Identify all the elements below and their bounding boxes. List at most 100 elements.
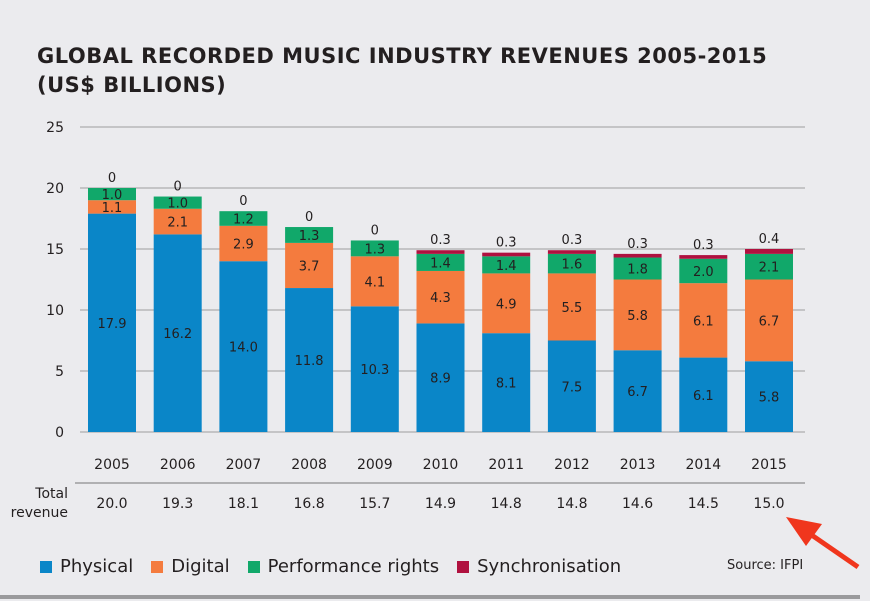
data-label: 6.7 [627, 385, 648, 400]
data-label: 16.2 [163, 327, 192, 342]
total-value: 14.8 [556, 496, 587, 512]
total-value: 16.8 [294, 496, 325, 512]
data-label: 0.3 [627, 237, 648, 252]
legend: Physical Digital Performance rights Sync… [40, 556, 621, 577]
total-label-line: Total [34, 486, 68, 502]
data-label: 1.8 [627, 263, 648, 278]
data-label: 5.5 [562, 301, 583, 316]
data-label: 17.9 [98, 317, 127, 332]
y-tick-label: 15 [46, 242, 64, 258]
bar-segment-physical [416, 323, 465, 432]
x-tick-label: 2005 [94, 457, 130, 473]
x-tick-label: 2013 [620, 457, 656, 473]
bar-segment-synchronisation [482, 252, 531, 257]
bar-segment-digital [153, 208, 202, 235]
x-tick-label: 2007 [226, 457, 262, 473]
legend-swatch [457, 560, 470, 573]
data-label: 8.9 [430, 372, 451, 387]
data-label: 1.6 [562, 258, 583, 273]
bar-segment-digital [350, 256, 399, 307]
data-label: 1.1 [102, 201, 123, 216]
data-label: 2.9 [233, 238, 254, 253]
y-tick-label: 0 [55, 425, 64, 441]
bar-segment-digital [745, 279, 793, 362]
bar-segment-performance-rights [745, 253, 793, 280]
bar-segment-performance-rights [285, 227, 334, 243]
x-tick-label: 2009 [357, 457, 393, 473]
legend-swatch [151, 560, 164, 573]
data-label: 2.1 [759, 261, 780, 276]
title-line-2: (US$ BILLIONS) [37, 73, 227, 97]
x-tick-label: 2011 [488, 457, 524, 473]
data-label: 7.5 [562, 380, 583, 395]
bar-segment-performance-rights [547, 253, 596, 274]
total-value: 18.1 [228, 496, 259, 512]
total-value: 19.3 [162, 496, 193, 512]
legend-label: Performance rights [267, 556, 440, 577]
data-label: 0 [305, 210, 313, 225]
bar-segment-digital [88, 200, 136, 214]
bar-segment-physical [613, 350, 662, 432]
bar-segment-physical [482, 333, 531, 432]
total-value: 14.8 [491, 496, 522, 512]
data-label: 4.9 [496, 297, 517, 312]
data-label: 4.3 [430, 291, 451, 306]
data-label: 1.3 [364, 242, 385, 257]
bar-segment-digital [679, 283, 728, 358]
legend-item-physical: Physical [40, 556, 133, 577]
data-label: 1.4 [496, 259, 517, 274]
total-value: 20.0 [96, 496, 127, 512]
bar-segment-performance-rights [613, 257, 662, 280]
data-label: 6.7 [759, 314, 780, 329]
bar-segment-performance-rights [482, 256, 531, 274]
legend-label: Physical [60, 556, 134, 577]
x-tick-label: 2012 [554, 457, 590, 473]
data-label: 2.0 [693, 265, 714, 280]
bar-segment-physical [88, 213, 136, 432]
bar-segment-synchronisation [679, 255, 728, 259]
data-label: 0 [174, 180, 182, 195]
bar-segment-performance-rights [416, 253, 465, 271]
y-tick-label: 10 [46, 303, 64, 319]
total-value: 15.7 [359, 496, 390, 512]
bar-segment-digital [482, 273, 531, 334]
legend-item-digital: Digital [151, 556, 230, 577]
x-tick-label: 2014 [685, 457, 721, 473]
legend-swatch [40, 560, 52, 573]
data-label: 0 [371, 223, 379, 238]
bar-segment-performance-rights [153, 196, 202, 209]
bar-segment-digital [219, 225, 268, 262]
bar-segment-physical [679, 357, 728, 432]
data-label: 14.0 [229, 341, 258, 356]
bar-segment-physical [219, 261, 268, 432]
total-value: 14.5 [688, 496, 719, 512]
x-tick-label: 2008 [291, 457, 327, 473]
total-value: 14.9 [425, 496, 456, 512]
legend-swatch [247, 560, 260, 573]
y-tick-label: 20 [46, 181, 64, 197]
legend-label: Digital [171, 556, 230, 577]
data-label: 10.3 [360, 363, 389, 378]
bar-segment-physical [547, 340, 596, 432]
x-tick-label: 2015 [751, 457, 787, 473]
bar-segment-performance-rights [350, 240, 399, 257]
data-label: 5.8 [759, 391, 780, 406]
x-tick-label: 2010 [423, 457, 459, 473]
bar-segment-physical [285, 288, 334, 432]
chart-title: GLOBAL RECORDED MUSIC INDUSTRY REVENUES … [37, 42, 767, 100]
data-label: 1.2 [233, 213, 254, 228]
annotation-arrow-head [786, 517, 822, 546]
data-label: 1.3 [299, 229, 320, 244]
bar-segment-digital [285, 242, 334, 289]
data-label: 0.3 [562, 233, 583, 248]
legend-item-synchronisation: Synchronisation [457, 556, 621, 577]
data-label: 4.1 [364, 275, 385, 290]
bar-segment-synchronisation [416, 250, 465, 254]
bar-segment-synchronisation [745, 249, 793, 254]
bar-segment-physical [350, 306, 399, 432]
bar-segment-digital [547, 273, 596, 341]
data-label: 11.8 [295, 354, 324, 369]
bar-segment-performance-rights [679, 258, 728, 284]
data-label: 6.1 [693, 389, 714, 404]
